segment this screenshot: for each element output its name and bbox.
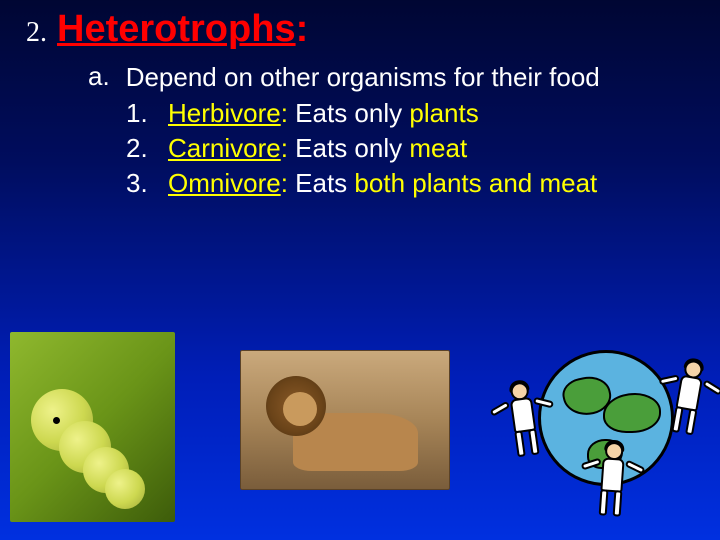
caterpillar-icon <box>10 332 175 522</box>
sub-colon: : <box>281 133 288 163</box>
sub-keyword: plants <box>409 98 478 128</box>
lion-icon <box>240 350 450 490</box>
earth-people-image <box>506 320 706 520</box>
sublist: 1. Herbivore: Eats only plants 2. Carniv… <box>26 96 694 201</box>
definition-text: Depend on other organisms for their food <box>126 61 600 94</box>
earth-people-icon <box>506 320 706 520</box>
sub-line: Carnivore: Eats only meat <box>168 131 467 166</box>
image-row <box>0 320 720 540</box>
caterpillar-image <box>10 332 175 522</box>
definition-label: a. <box>88 61 110 92</box>
sub-num: 3. <box>126 166 158 201</box>
title-row: 2. Heterotrophs: <box>26 8 694 51</box>
definition-row: a. Depend on other organisms for their f… <box>26 61 694 94</box>
sub-line: Omnivore: Eats both plants and meat <box>168 166 597 201</box>
sub-pre: Eats only <box>288 98 409 128</box>
sub-pre: Eats only <box>288 133 409 163</box>
list-number: 2. <box>26 17 47 49</box>
sub-pre: Eats <box>288 168 354 198</box>
sub-keyword: both plants and meat <box>354 168 597 198</box>
heading-term: Heterotrophs <box>57 8 296 50</box>
slide-content: 2. Heterotrophs: a. Depend on other orga… <box>0 0 720 201</box>
sub-num: 1. <box>126 96 158 131</box>
sub-term: Carnivore <box>168 133 281 163</box>
sub-item-herbivore: 1. Herbivore: Eats only plants <box>126 96 694 131</box>
sub-term: Herbivore <box>168 98 281 128</box>
heading-colon: : <box>296 8 309 50</box>
lion-image <box>240 350 450 490</box>
sub-term: Omnivore <box>168 168 281 198</box>
sub-num: 2. <box>126 131 158 166</box>
sub-colon: : <box>281 98 288 128</box>
title-group: Heterotrophs: <box>57 8 308 51</box>
sub-colon: : <box>281 168 288 198</box>
sub-keyword: meat <box>409 133 467 163</box>
sub-item-carnivore: 2. Carnivore: Eats only meat <box>126 131 694 166</box>
sub-line: Herbivore: Eats only plants <box>168 96 479 131</box>
sub-item-omnivore: 3. Omnivore: Eats both plants and meat <box>126 166 694 201</box>
